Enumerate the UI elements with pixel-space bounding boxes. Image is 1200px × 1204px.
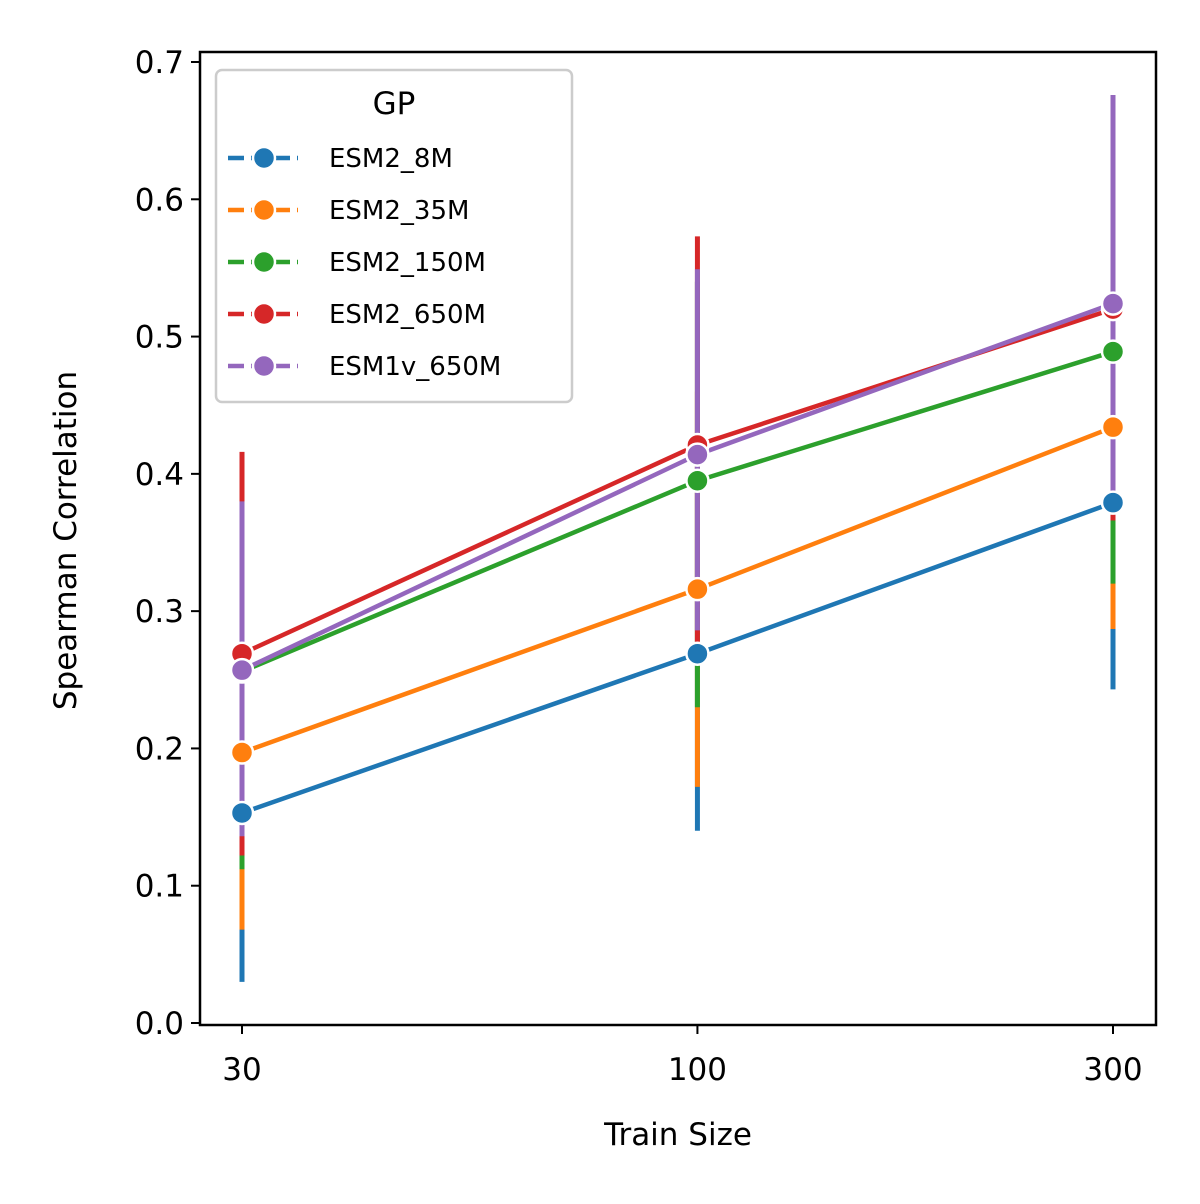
data-point: [1100, 414, 1126, 440]
legend-entry-label: ESM2_35M: [329, 196, 469, 226]
legend-entry-label: ESM2_8M: [329, 144, 453, 174]
legend-marker: [251, 353, 277, 379]
axes-layer: 0.0 0.1 0.2 0.3 0.4 0.5 0.6 0.7 30 100 300 Train Si…: [48, 45, 1143, 1153]
legend-marker: [251, 301, 277, 327]
x-tick-label: 30: [222, 1052, 261, 1088]
y-tick-label: 0.7: [135, 45, 184, 81]
data-point: [685, 641, 710, 666]
y-tick-label: 0.5: [135, 320, 184, 356]
legend-marker: [251, 145, 277, 171]
legend-entry-label: ESM1v_650M: [329, 352, 501, 382]
data-point: [1100, 490, 1126, 515]
x-axis-title: Train Size: [603, 1117, 752, 1153]
data-point: [229, 800, 255, 826]
plot-frame: [198, 50, 1158, 1027]
y-axis-title: Spearman Correlation: [48, 371, 84, 710]
legend-title: GP: [373, 86, 416, 122]
frame-layer: [198, 50, 1158, 1027]
legend-box: [214, 68, 574, 404]
legend-entry-label: ESM2_150M: [329, 248, 486, 278]
series-line: [241, 425, 1114, 755]
y-tick-label: 0.4: [135, 457, 184, 493]
y-tick-label: 0.0: [135, 1006, 184, 1042]
data-point: [685, 442, 710, 467]
legend-marker: [251, 249, 277, 275]
data-point: [685, 576, 710, 602]
data-point: [229, 740, 255, 765]
data-point: [1100, 291, 1126, 316]
legend: GP ESM2_8M ESM2_35M ESM2_150M ESM2_650M ESM1v…: [214, 68, 574, 404]
data-point: [1100, 339, 1126, 364]
data-point: [229, 657, 255, 683]
series-layer: [229, 94, 1126, 982]
series-line: [241, 500, 1114, 816]
y-tick-label: 0.6: [135, 182, 184, 218]
legend-entry-label: ESM2_650M: [329, 300, 486, 330]
x-tick-label: 100: [668, 1052, 727, 1088]
x-tick-label: 300: [1083, 1052, 1142, 1088]
y-tick-label: 0.3: [135, 594, 184, 630]
y-tick-label: 0.2: [135, 731, 184, 767]
legend-marker: [251, 197, 277, 223]
data-point: [685, 468, 710, 493]
y-tick-label: 0.1: [135, 869, 184, 905]
